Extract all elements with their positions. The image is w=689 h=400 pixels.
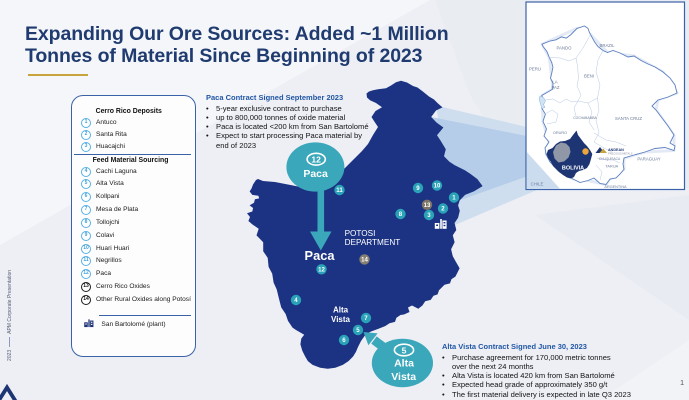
svg-text:1: 1 (452, 195, 456, 202)
svg-text:ORURO: ORURO (553, 131, 567, 135)
svg-text:5: 5 (402, 345, 407, 355)
svg-text:DEPARTMENT: DEPARTMENT (345, 238, 401, 247)
svg-text:BENI: BENI (584, 73, 594, 78)
svg-text:14: 14 (361, 256, 368, 263)
svg-text:11: 11 (336, 187, 343, 194)
svg-text:Paca: Paca (305, 248, 336, 263)
svg-text:9: 9 (416, 185, 420, 192)
svg-text:BOLIVIA: BOLIVIA (562, 166, 584, 172)
svg-text:PANDO: PANDO (557, 46, 573, 51)
svg-text:4: 4 (294, 297, 298, 304)
svg-text:SANTA CRUZ: SANTA CRUZ (615, 116, 642, 121)
svg-text:Alta: Alta (394, 358, 414, 370)
svg-text:LA: LA (552, 80, 557, 85)
svg-text:COCHABAMBA: COCHABAMBA (573, 116, 597, 120)
svg-text:PARAGUAY: PARAGUAY (637, 157, 660, 162)
svg-text:BRAZIL: BRAZIL (599, 43, 615, 48)
svg-text:12: 12 (318, 266, 325, 273)
svg-text:CHILE: CHILE (531, 182, 544, 187)
svg-text:ARGENTINA: ARGENTINA (604, 185, 627, 189)
svg-text:Vista: Vista (331, 315, 351, 324)
svg-text:PAZ: PAZ (551, 85, 559, 90)
svg-text:Vista: Vista (391, 371, 416, 383)
svg-text:8: 8 (399, 211, 403, 218)
svg-text:POTOSI: POTOSI (345, 229, 376, 238)
svg-text:2: 2 (441, 206, 445, 213)
svg-text:PRECIOUS METALS: PRECIOUS METALS (608, 152, 633, 156)
svg-text:7: 7 (364, 315, 368, 322)
svg-text:6: 6 (342, 337, 346, 344)
svg-text:13: 13 (424, 202, 431, 209)
svg-text:CHUQUISACA: CHUQUISACA (599, 157, 621, 161)
svg-text:TARIJA: TARIJA (605, 164, 618, 168)
svg-text:3: 3 (427, 212, 431, 219)
svg-text:5: 5 (356, 327, 360, 334)
svg-text:12: 12 (311, 155, 321, 165)
svg-text:ANDEAN: ANDEAN (608, 148, 624, 152)
svg-text:10: 10 (434, 183, 441, 190)
svg-text:Alta: Alta (333, 306, 349, 315)
svg-text:Paca: Paca (303, 168, 328, 180)
svg-text:PERU: PERU (529, 67, 541, 72)
